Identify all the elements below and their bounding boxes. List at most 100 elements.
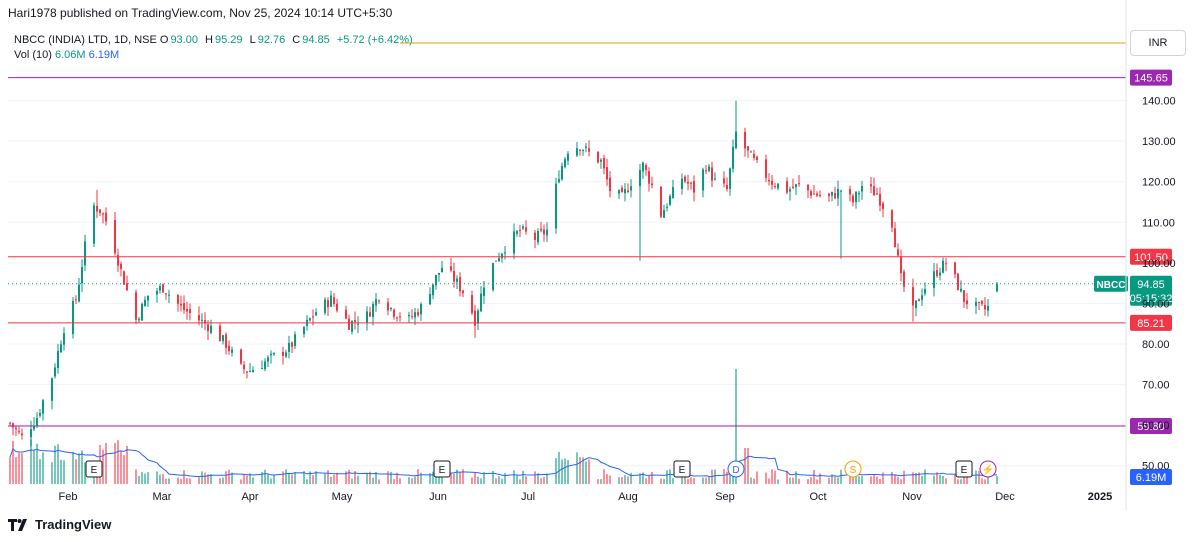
candle-body <box>147 295 149 301</box>
y-tick-label: 110.00 <box>1142 217 1175 229</box>
earnings-event-icon[interactable] <box>673 460 691 478</box>
candle-body <box>387 302 389 311</box>
event-icon-label: E <box>961 465 968 476</box>
volume-bar <box>15 456 17 484</box>
low-label: L <box>249 34 256 46</box>
volume-bar <box>756 471 758 484</box>
candle-body <box>324 299 326 313</box>
volume-bar <box>285 469 287 484</box>
volume-bar <box>513 470 515 484</box>
candle-body <box>75 299 77 301</box>
candle-body <box>78 284 80 302</box>
candle-body <box>789 189 791 192</box>
volume-bar <box>747 448 749 484</box>
volume-bar <box>723 469 725 484</box>
volume-bar <box>729 469 731 484</box>
volume-bar <box>894 474 896 484</box>
volume-bar <box>501 478 503 484</box>
candle-body <box>981 301 983 304</box>
volume-bar <box>246 475 248 484</box>
candle-body <box>837 188 839 199</box>
candle-body <box>876 193 878 195</box>
candle-body <box>975 301 977 307</box>
candle-body <box>483 287 485 297</box>
earnings-event-icon[interactable] <box>85 460 103 478</box>
candle-body <box>624 189 626 194</box>
volume-bar <box>588 459 590 484</box>
volume-bar <box>795 471 797 484</box>
volume-indicator-name[interactable]: Vol (10) <box>14 49 52 61</box>
volume-bar <box>708 476 710 484</box>
volume-bar <box>483 472 485 484</box>
candle-body <box>462 290 464 294</box>
candle-body <box>708 166 710 171</box>
volume-bar <box>189 478 191 484</box>
candle-body <box>480 293 482 312</box>
volume-bar <box>816 479 818 484</box>
candle-body <box>141 303 143 321</box>
candle-body <box>165 293 167 295</box>
currency-button[interactable]: INR <box>1130 30 1186 56</box>
close-value: 94.85 <box>302 34 330 46</box>
earnings-event-icon[interactable] <box>433 460 451 478</box>
candle-body <box>102 213 104 215</box>
candle-body <box>672 187 674 199</box>
candle-body <box>921 295 923 300</box>
candle-body <box>333 297 335 304</box>
volume-bar <box>309 471 311 484</box>
volume-bar <box>78 453 80 484</box>
candle-body <box>606 167 608 180</box>
volume-bar <box>945 478 947 484</box>
candle-body <box>747 146 749 151</box>
volume-bar <box>792 477 794 484</box>
candle-body <box>117 254 119 266</box>
earnings-event-icon[interactable] <box>955 460 973 478</box>
candle-body <box>684 176 686 182</box>
volume-bar <box>519 479 521 484</box>
split-event-icon[interactable] <box>844 460 862 478</box>
candle-body <box>198 315 200 321</box>
volume-bar <box>462 469 464 484</box>
volume-bar <box>555 458 557 484</box>
dividend-event-icon[interactable] <box>727 460 745 478</box>
volume-bar <box>924 469 926 484</box>
candle-body <box>939 272 941 276</box>
change-value: +5.72 (+6.42%) <box>336 34 413 46</box>
level-price-tag <box>1130 248 1172 265</box>
volume-bar <box>105 442 107 484</box>
candle-body <box>516 231 518 234</box>
open-label: O <box>159 34 169 46</box>
volume-value: 6.06M <box>54 49 86 61</box>
candle-body <box>711 167 713 181</box>
tradingview-logo[interactable]: TradingView <box>8 517 111 532</box>
volume-bar <box>963 474 965 484</box>
candle-body <box>729 168 731 189</box>
volume-bar <box>42 452 44 484</box>
volume-bar <box>183 470 185 484</box>
volume-bar <box>459 471 461 484</box>
candle-body <box>966 300 968 305</box>
candle-body <box>99 209 101 213</box>
volume-bar <box>267 474 269 484</box>
volume-bar <box>165 478 167 484</box>
volume-bar <box>957 479 959 484</box>
candle-body <box>189 309 191 314</box>
last-price-tag <box>1130 275 1172 306</box>
volume-bar <box>144 473 146 484</box>
candle-body <box>714 178 716 180</box>
candle-body <box>813 193 815 195</box>
candle-body <box>246 371 248 373</box>
candle-body <box>330 295 332 307</box>
candle-body <box>816 193 818 196</box>
candle-body <box>282 351 284 356</box>
volume-bar <box>861 475 863 484</box>
candle-body <box>567 153 569 161</box>
symbol-name[interactable]: NBCC (INDIA) LTD, 1D, NSE <box>14 34 157 46</box>
candle-body <box>144 299 146 306</box>
candle-body <box>12 423 14 428</box>
candle-body <box>162 284 164 293</box>
corporate-action-icon[interactable] <box>979 460 997 478</box>
volume-bar <box>579 456 581 484</box>
volume-bar <box>324 473 326 484</box>
